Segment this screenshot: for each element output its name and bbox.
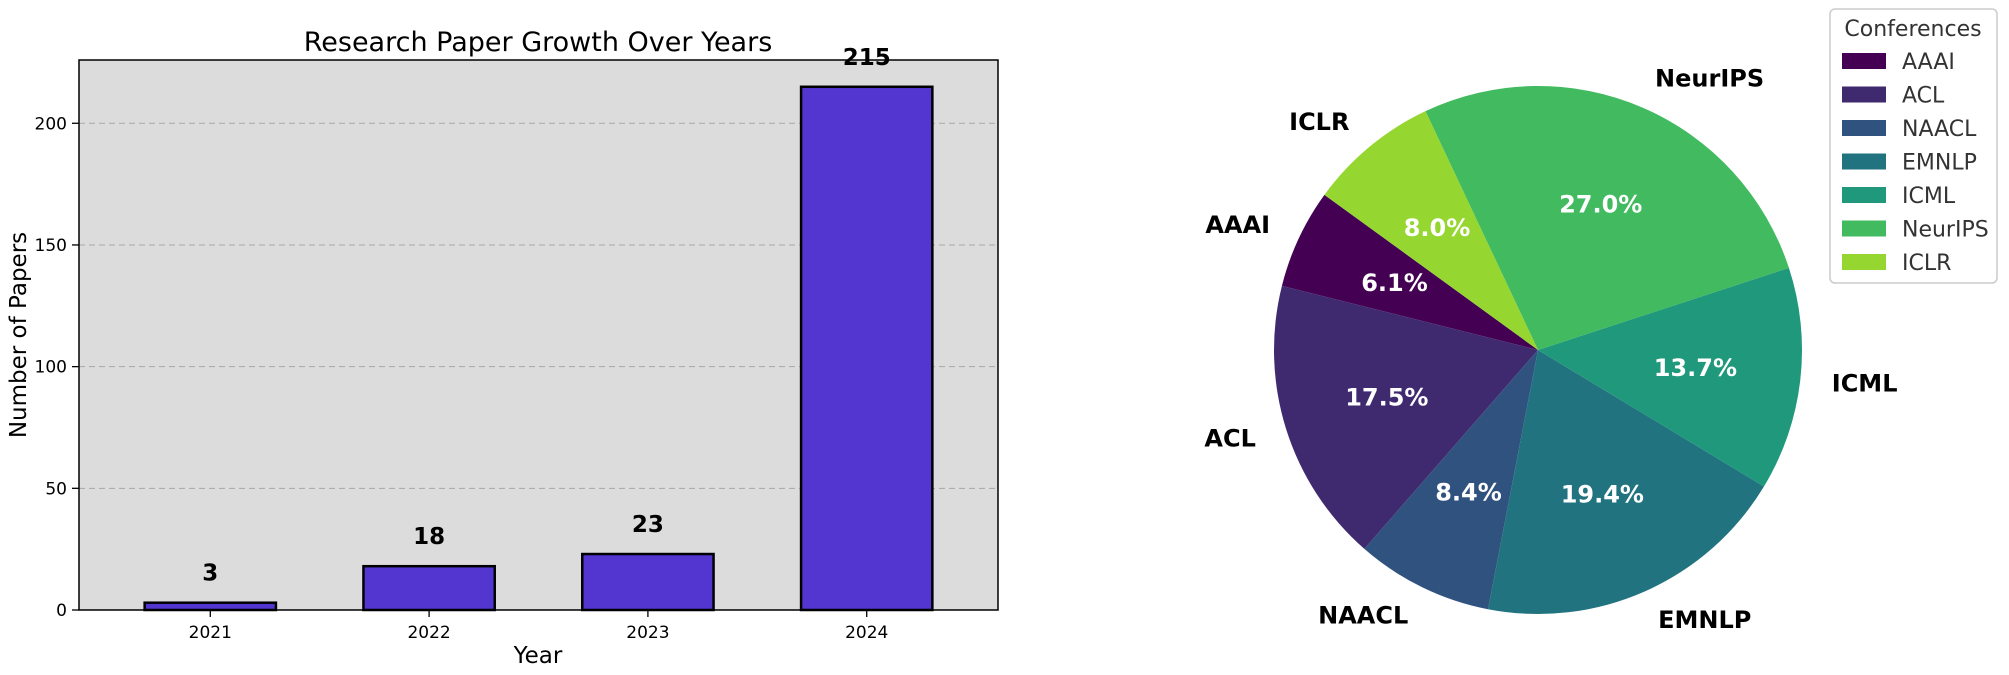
legend-swatch [1842,187,1886,203]
bar-chart: 0 50 100 150 200 2021 2022 2023 2024 3 18 23 215 R… [6,27,999,669]
pie-slice-ACL [1274,285,1538,549]
y-tick-label: 200 [35,114,67,134]
legend-entry: ICLR [1902,251,1951,276]
legend-swatch [1842,53,1886,69]
plot-frame [78,59,999,611]
x-tick-label: 2022 [407,623,450,643]
value-label: 215 [843,45,891,71]
pie-label: EMNLP [1658,606,1751,634]
bar-chart-title: Research Paper Growth Over Years [304,27,773,58]
pie-chart: AAAI ACL NAACL EMNLP ICML NeurIPS ICLR 6.1% 17.… [1204,64,1897,634]
pie-slice-NAACL [1364,350,1538,610]
pie-percentage: 17.5% [1345,383,1428,411]
legend-title: Conferences [1844,17,1981,42]
legend-swatch [1842,86,1886,103]
pie-label: NeurIPS [1655,64,1764,92]
bar-2024 [799,85,934,612]
legend-frame [1829,8,1998,284]
bars [143,85,934,612]
value-labels: 3 18 23 215 [202,45,890,587]
pie-percentage: 19.4% [1561,481,1644,509]
legend-swatch [1842,220,1886,237]
y-tick-label: 0 [56,601,67,621]
bar-2021 [143,601,278,612]
y-tick-label: 100 [35,358,67,378]
legend-entry: NAACL [1902,117,1977,142]
y-tick-label: 150 [35,236,67,256]
pie-label: ICLR [1289,108,1349,136]
pie-percentage: 13.7% [1654,354,1737,382]
pie-label: NAACL [1318,602,1408,630]
bar-2023 [581,552,715,612]
legend-entry: EMNLP [1902,151,1977,176]
legend-entry: ICML [1902,184,1956,209]
pie-label: ACL [1204,424,1255,452]
pie-percentage: 6.1% [1361,269,1428,297]
bar-2022 [362,564,496,612]
pie-labels: AAAI ACL NAACL EMNLP ICML NeurIPS ICLR [1204,64,1897,634]
x-tick-label: 2024 [845,623,888,643]
pie-percentage: 8.4% [1435,478,1502,506]
legend-swatch [1842,153,1886,170]
y-axis-label: Number of Papers [6,232,32,438]
y-ticks: 0 50 100 150 200 [35,114,79,621]
x-ticks: 2021 2022 2023 2024 [189,610,888,643]
pie-slice-AAAI [1281,194,1538,350]
x-axis-label: Year [513,643,563,669]
legend-swatch [1842,120,1886,136]
pie-percentages: 6.1% 17.5% 8.4% 19.4% 13.7% 27.0% 8.0% [1345,191,1737,509]
value-label: 23 [632,512,664,538]
legend-swatch [1842,254,1886,270]
y-tick-label: 50 [45,479,67,499]
pie-slice-NeurIPS [1425,86,1789,351]
pie-percentage: 8.0% [1404,214,1471,242]
legend-items: AAAI ACL NAACL EMNLP ICML NeurIPS ICLR [1842,50,1989,276]
legend-entry: NeurIPS [1902,218,1989,243]
legend: Conferences AAAI ACL NAACL EMNLP ICML NeurIPS… [1829,8,1998,284]
pie-slices [1274,86,1802,614]
pie-percentage: 27.0% [1559,191,1642,219]
pie-slice-EMNLP [1488,350,1764,614]
pie-slice-ICML [1538,267,1802,487]
pie-label: AAAI [1205,211,1270,239]
x-tick-label: 2023 [626,623,669,643]
pie-label: ICML [1832,370,1898,398]
value-label: 3 [202,561,218,587]
x-tick-label: 2021 [189,623,232,643]
pie-slice-ICLR [1324,111,1538,351]
legend-entry: AAAI [1902,50,1955,75]
value-label: 18 [413,524,445,550]
legend-entry: ACL [1902,84,1945,109]
